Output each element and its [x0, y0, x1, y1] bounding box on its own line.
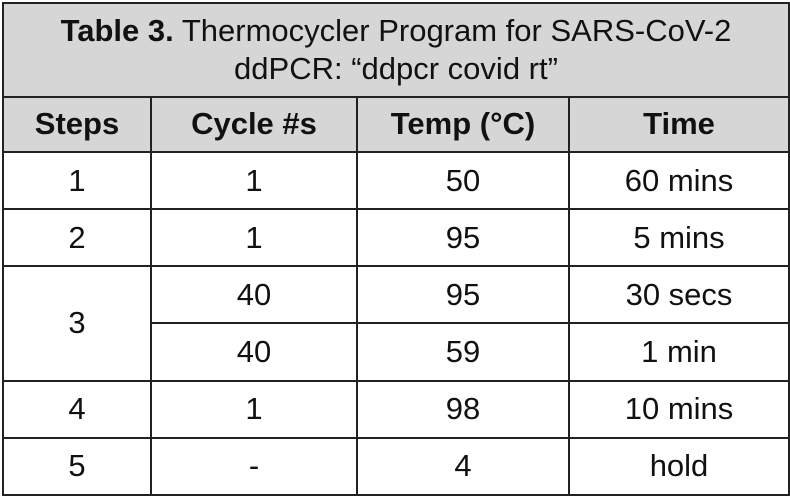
header-time: Time	[568, 95, 790, 154]
cell-step: 5	[2, 436, 152, 497]
caption-label: Table 3.	[60, 12, 174, 48]
cell-time: 1 min	[568, 322, 790, 382]
table-row: 1 1 50 60 mins	[2, 151, 790, 211]
cell-cycles: -	[150, 436, 358, 497]
header-cycles: Cycle #s	[150, 95, 358, 154]
header-temp: Temp (°C)	[356, 95, 570, 154]
cell-step: 1	[2, 151, 152, 211]
table-row: 2 1 95 5 mins	[2, 208, 790, 268]
cell-step: 4	[2, 379, 152, 439]
table-row: 4 1 98 10 mins	[2, 379, 790, 439]
caption-title-line2: ddPCR: “ddpcr covid rt”	[234, 50, 558, 86]
cell-temp: 4	[356, 436, 570, 497]
header-steps: Steps	[2, 95, 152, 154]
header-row: Steps Cycle #s Temp (°C) Time	[2, 95, 790, 154]
cell-time: 10 mins	[568, 379, 790, 439]
cell-time: 5 mins	[568, 208, 790, 268]
table-row: 40 59 1 min	[3, 322, 790, 382]
cell-cycles: 40	[150, 322, 358, 382]
cell-temp: 95	[356, 208, 570, 268]
cell-cycles: 1	[150, 379, 358, 439]
cell-time: 30 secs	[568, 265, 790, 325]
cell-cycles: 40	[150, 265, 358, 325]
cell-time: 60 mins	[568, 151, 790, 211]
table-caption: Table 3. Thermocycler Program for SARS-C…	[2, 2, 790, 98]
cell-step: 3	[2, 265, 152, 382]
caption-title-line1: Thermocycler Program for SARS-CoV-2	[181, 12, 732, 48]
caption-row: Table 3. Thermocycler Program for SARS-C…	[2, 2, 790, 98]
table-row: 3 40 95 30 secs	[2, 265, 790, 382]
cell-step: 2	[2, 208, 152, 268]
cell-temp: 95	[356, 265, 570, 325]
cell-time: hold	[568, 436, 790, 497]
cell-temp: 59	[356, 322, 570, 382]
cell-temp: 98	[356, 379, 570, 439]
cell-cycles: 1	[150, 151, 358, 211]
cell-temp: 50	[356, 151, 570, 211]
table-row: 5 - 4 hold	[2, 436, 790, 497]
cell-cycles: 1	[150, 208, 358, 268]
